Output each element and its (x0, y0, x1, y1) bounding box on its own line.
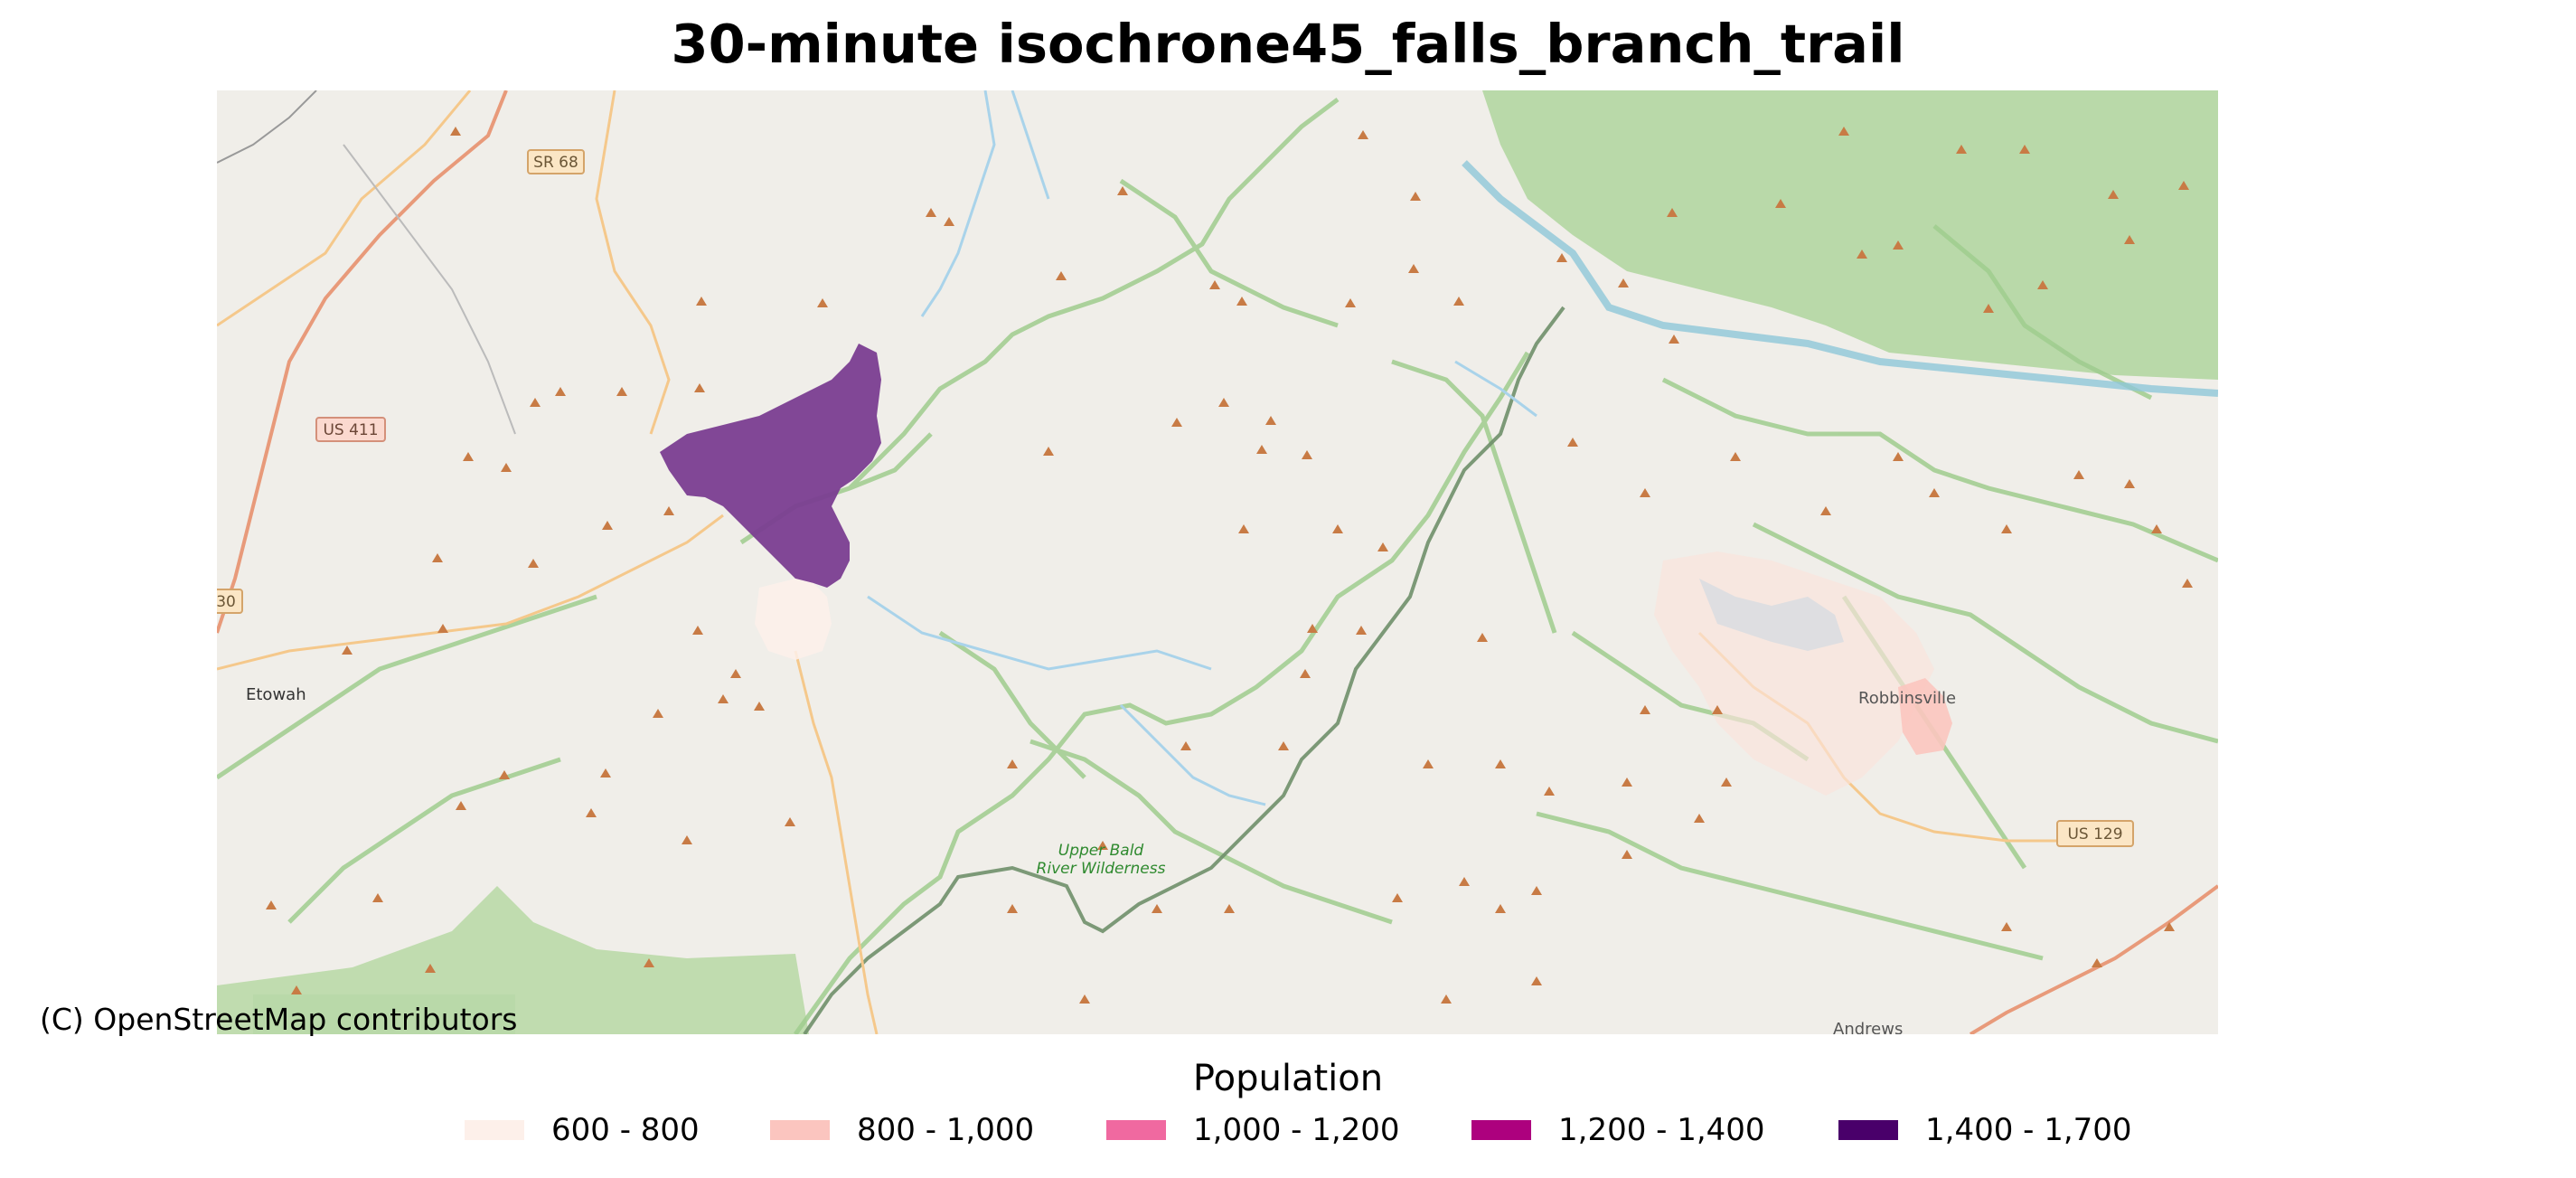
legend-label: 600 - 800 (551, 1112, 700, 1148)
legend-title: Population (1192, 1058, 1384, 1099)
place-label-andrews: Andrews (1833, 1020, 1903, 1034)
legend-item-1200-1400: 1,200 - 1,400 (1471, 1110, 1765, 1150)
river-tennessee (1462, 160, 2218, 397)
isochrone-polygon-600-800-east (1654, 551, 1934, 796)
place-label-robbinsville: Robbinsville (1858, 689, 1956, 708)
legend-item-600-800: 600 - 800 (465, 1110, 700, 1150)
map-attribution: (C) OpenStreetMap contributors (40, 1002, 518, 1037)
forest-area-northeast (1482, 90, 2218, 380)
svg-text:SR 68: SR 68 (533, 154, 578, 172)
road-shield-30: 30 (217, 589, 243, 614)
legend-item-1000-1200: 1,000 - 1,200 (1106, 1110, 1400, 1150)
legend-item-1400-1700: 1,400 - 1,700 (1838, 1110, 2132, 1150)
legend-label: 1,200 - 1,400 (1558, 1112, 1765, 1148)
road-shield-us129: US 129 (2056, 820, 2134, 847)
svg-text:US 411: US 411 (323, 421, 378, 439)
legend-swatch (770, 1120, 830, 1140)
svg-text:US 129: US 129 (2067, 825, 2122, 843)
isochrone-polygon-800-1000 (1898, 678, 1952, 755)
state-boundary (803, 306, 1565, 1034)
road-shield-us411: US 411 (315, 417, 386, 442)
basemap: SR 68 US 411 30 US 129 Etowah Robbinsvil… (217, 90, 2218, 1034)
legend-swatch (465, 1120, 524, 1140)
legend-swatch (1106, 1120, 1166, 1140)
map-canvas[interactable]: SR 68 US 411 30 US 129 Etowah Robbinsvil… (217, 90, 2218, 1034)
legend-label: 1,000 - 1,200 (1193, 1112, 1400, 1148)
isochrone-polygon-600-800 (755, 579, 832, 660)
svg-text:30: 30 (217, 593, 236, 611)
map-title: 30-minute isochrone45_falls_branch_trail (671, 13, 1905, 75)
legend-label: 800 - 1,000 (857, 1112, 1035, 1148)
legend-item-800-1000: 800 - 1,000 (770, 1110, 1034, 1150)
legend-label: 1,400 - 1,700 (1925, 1112, 2132, 1148)
place-label-etowah: Etowah (246, 685, 306, 704)
legend-swatch (1838, 1120, 1898, 1140)
forest-boundaries (217, 98, 2218, 1034)
legend-swatch (1471, 1120, 1531, 1140)
area-label-upper-bald: Upper Bald (1058, 842, 1144, 860)
road-shield-sr68: SR 68 (527, 149, 585, 174)
peak-markers (266, 127, 2193, 1004)
area-label-river-wilderness: River Wilderness (1037, 860, 1166, 878)
rivers (867, 90, 1537, 806)
isochrone-polygon-1400-1700 (660, 344, 881, 588)
